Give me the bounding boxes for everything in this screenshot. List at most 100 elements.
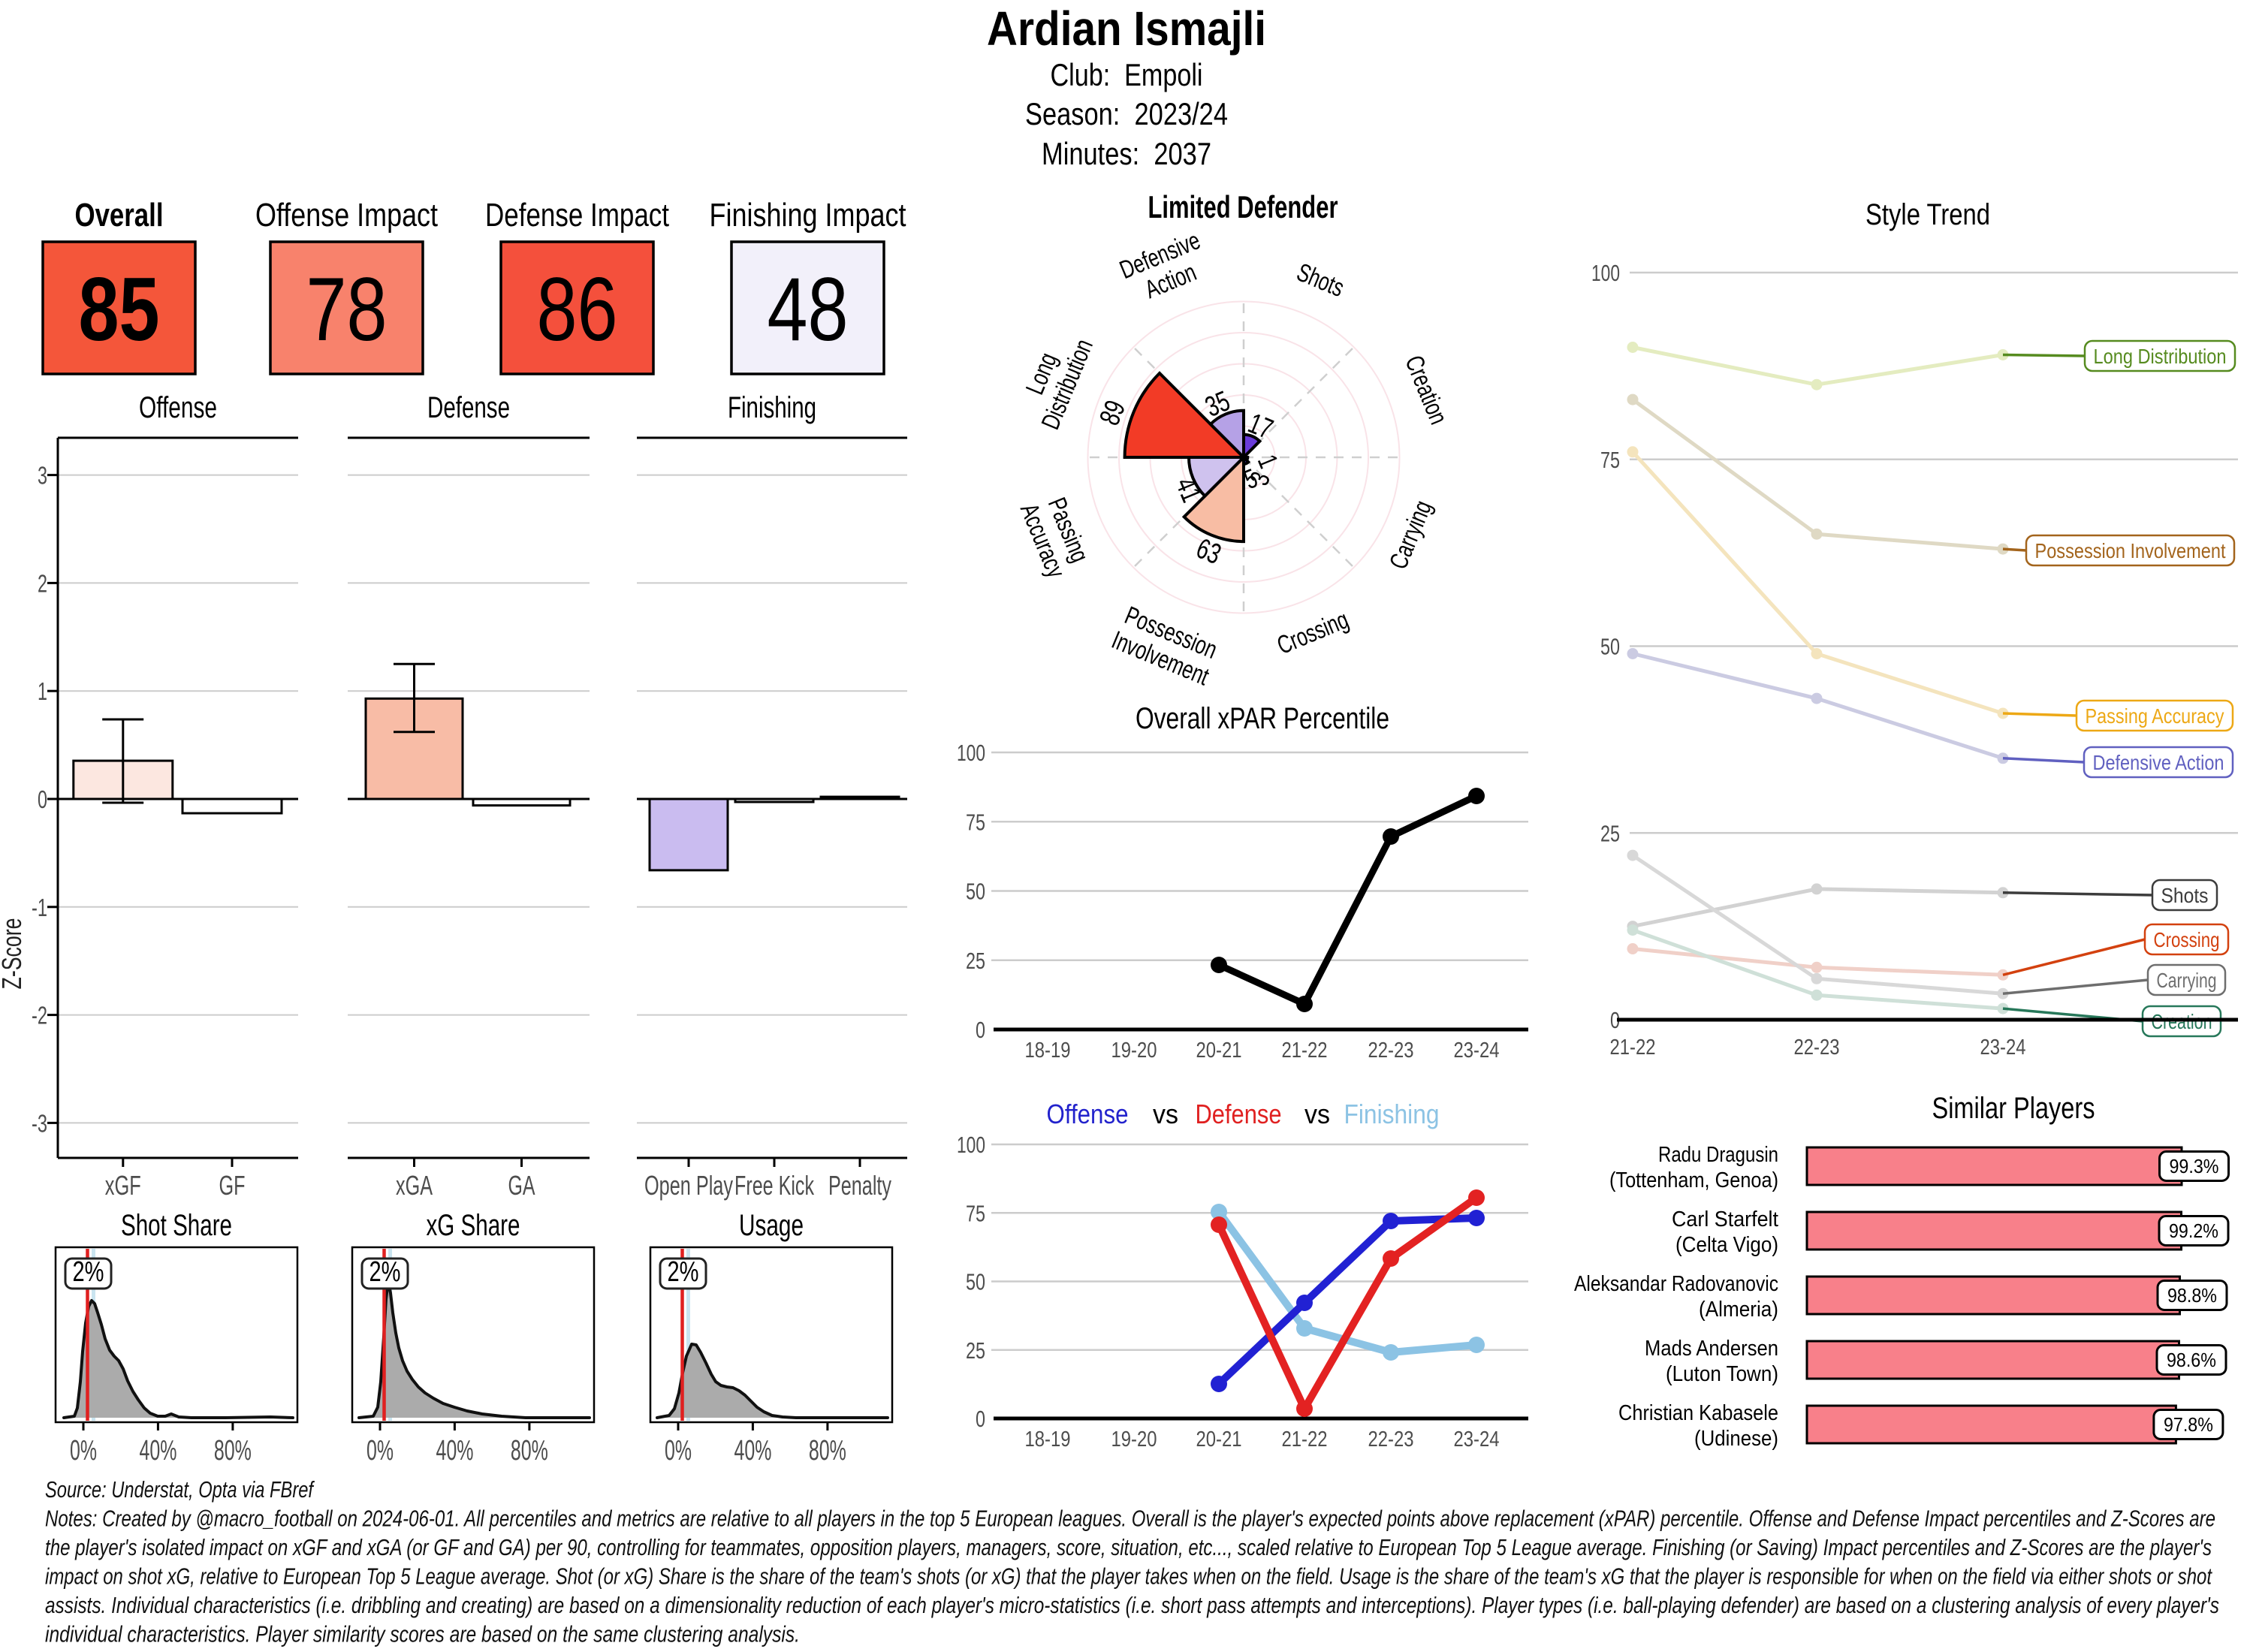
svg-text:80%: 80% [511,1435,548,1467]
svg-text:xGA: xGA [396,1170,433,1201]
svg-text:Z-Score: Z-Score [0,918,27,990]
svg-text:22-23: 22-23 [1794,1036,1840,1060]
svg-text:99.2%: 99.2% [2169,1219,2218,1242]
svg-text:Penalty: Penalty [828,1170,891,1201]
svg-text:Offense Impact: Offense Impact [255,197,438,234]
svg-text:0: 0 [1610,1007,1620,1033]
svg-text:-3: -3 [32,1109,47,1137]
svg-text:Defensive Action: Defensive Action [2093,751,2224,774]
svg-text:21-22: 21-22 [1282,1039,1328,1063]
svg-text:vs: vs [1153,1099,1178,1129]
svg-text:Notes: Created by @macro_footb: Notes: Created by @macro_football on 202… [45,1506,2215,1532]
svg-text:Finishing: Finishing [1344,1099,1440,1129]
svg-text:78: 78 [306,259,388,360]
svg-text:23-24: 23-24 [1454,1427,1500,1452]
svg-text:(Udinese): (Udinese) [1694,1427,1778,1451]
svg-text:Aleksandar Radovanovic: Aleksandar Radovanovic [1574,1272,1778,1296]
svg-text:vs: vs [1304,1099,1330,1129]
svg-text:50: 50 [1600,634,1620,660]
svg-text:0%: 0% [366,1435,394,1467]
svg-text:Carrying: Carrying [2157,969,2217,992]
svg-text:98.6%: 98.6% [2167,1349,2216,1371]
svg-text:19-20: 19-20 [1111,1039,1157,1063]
svg-text:Usage: Usage [739,1209,804,1242]
svg-text:-2: -2 [32,1002,47,1029]
svg-text:19-20: 19-20 [1111,1427,1157,1452]
svg-text:(Luton Town): (Luton Town) [1666,1362,1778,1386]
svg-text:Possession Involvement: Possession Involvement [2035,539,2226,562]
svg-text:Free Kick: Free Kick [734,1170,815,1201]
svg-text:(Almeria): (Almeria) [1699,1298,1778,1322]
svg-text:80%: 80% [809,1435,846,1467]
svg-text:xG Share: xG Share [427,1209,520,1242]
svg-text:48: 48 [768,259,849,360]
svg-text:Limited Defender: Limited Defender [1148,189,1338,225]
svg-text:0: 0 [38,785,47,813]
svg-text:Offense: Offense [1047,1099,1129,1129]
svg-text:50: 50 [966,1269,985,1295]
svg-text:Open Play: Open Play [644,1170,733,1201]
svg-text:25: 25 [1600,820,1620,846]
svg-text:Overall: Overall [75,197,164,234]
svg-text:97.8%: 97.8% [2164,1413,2213,1436]
svg-text:0%: 0% [70,1435,97,1467]
svg-text:3: 3 [38,462,47,490]
svg-text:23-24: 23-24 [1980,1036,2026,1060]
svg-text:0: 0 [976,1406,985,1432]
svg-text:86: 86 [537,259,618,360]
svg-text:75: 75 [966,809,985,835]
svg-text:22-23: 22-23 [1368,1039,1414,1063]
svg-text:40%: 40% [734,1435,771,1467]
svg-text:GF: GF [219,1170,246,1201]
svg-text:100: 100 [957,1132,985,1158]
svg-text:99.3%: 99.3% [2169,1155,2218,1177]
svg-text:Mads Andersen: Mads Andersen [1645,1337,1778,1361]
svg-text:Defense Impact: Defense Impact [485,197,669,234]
svg-text:individual characteristics. Pl: individual characteristics. Player simil… [45,1621,800,1647]
svg-text:18-19: 18-19 [1025,1427,1071,1452]
svg-text:Radu Dragusin: Radu Dragusin [1658,1143,1778,1167]
svg-text:20-21: 20-21 [1196,1427,1242,1452]
svg-text:Minutes: 2037: Minutes: 2037 [1042,136,1211,171]
svg-text:(Celta Vigo): (Celta Vigo) [1675,1233,1778,1257]
svg-text:Similar Players: Similar Players [1932,1092,2095,1125]
svg-text:1: 1 [38,677,47,705]
svg-text:the player's isolated impact o: the player's isolated impact on xGF and … [45,1534,2212,1560]
svg-text:20-21: 20-21 [1196,1039,1242,1063]
svg-text:40%: 40% [139,1435,176,1467]
svg-text:23-24: 23-24 [1454,1039,1500,1063]
svg-text:18-19: 18-19 [1025,1039,1071,1063]
svg-text:50: 50 [966,879,985,905]
svg-text:75: 75 [1600,447,1620,473]
svg-text:Club: Empoli: Club: Empoli [1051,57,1203,92]
svg-text:Christian Kabasele: Christian Kabasele [1618,1401,1778,1425]
svg-text:Source: Understat, Opta via FB: Source: Understat, Opta via FBref [45,1476,315,1503]
svg-text:Ardian Ismajli: Ardian Ismajli [987,2,1266,56]
svg-text:0%: 0% [665,1435,692,1467]
svg-text:100: 100 [1591,260,1620,286]
svg-text:80%: 80% [214,1435,252,1467]
svg-text:2: 2 [38,569,47,597]
svg-text:25: 25 [966,948,985,974]
svg-text:75: 75 [966,1200,985,1226]
svg-text:assists. Individual characteri: assists. Individual characteristics (i.e… [45,1592,2219,1618]
svg-text:100: 100 [957,740,985,766]
svg-text:Crossing: Crossing [2154,928,2220,951]
svg-text:Carl Starfelt: Carl Starfelt [1672,1207,1778,1231]
svg-text:Finishing: Finishing [728,391,816,424]
svg-text:Offense: Offense [139,391,217,424]
svg-text:40%: 40% [436,1435,473,1467]
svg-text:21-22: 21-22 [1610,1036,1656,1060]
svg-text:2%: 2% [668,1256,699,1288]
svg-text:Passing Accuracy: Passing Accuracy [2086,704,2224,728]
svg-text:98.8%: 98.8% [2167,1284,2217,1307]
svg-text:impact on shot xG, relative to: impact on shot xG, relative to European … [45,1563,2212,1590]
svg-text:Defense: Defense [1196,1099,1282,1129]
svg-text:0: 0 [976,1017,985,1043]
svg-text:21-22: 21-22 [1282,1427,1328,1452]
svg-text:85: 85 [79,259,160,360]
svg-text:2%: 2% [369,1256,401,1288]
svg-text:25: 25 [966,1337,985,1364]
svg-text:Shot Share: Shot Share [121,1209,232,1242]
svg-text:Long Distribution: Long Distribution [2094,345,2227,368]
